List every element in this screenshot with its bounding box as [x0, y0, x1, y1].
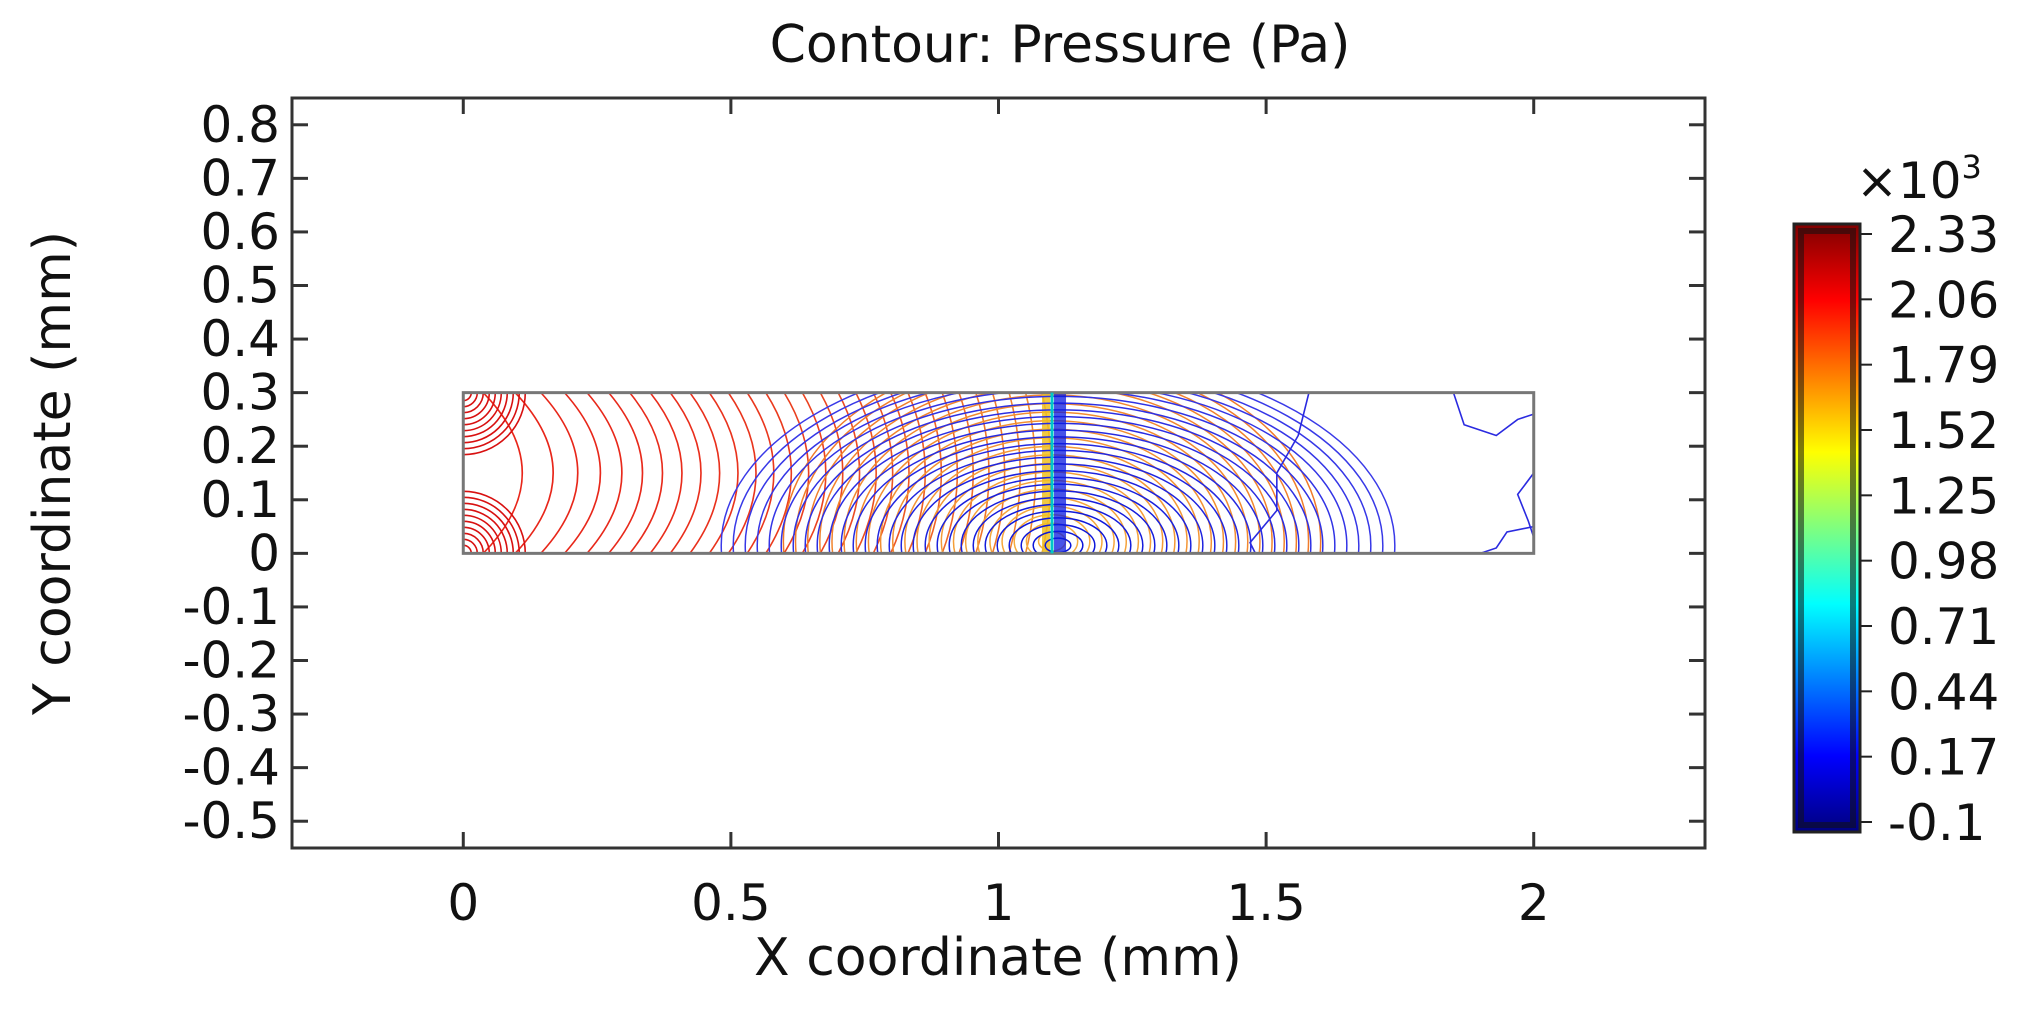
- y-tick-label: 0.8: [200, 96, 280, 154]
- y-tick-label: 0.2: [200, 417, 280, 475]
- contour-lines: [463, 392, 1534, 554]
- contour-line-high: [855, 392, 877, 554]
- contour-line-high: [649, 392, 683, 554]
- x-tick-label: 0: [447, 874, 479, 932]
- contour-line-outlet: [1452, 392, 1534, 437]
- contour-line-interface: [794, 392, 1310, 554]
- y-tick-label: 0.5: [200, 257, 280, 315]
- contour-line-high: [563, 392, 602, 554]
- y-tick-label: 0.4: [200, 310, 280, 368]
- contour-line-high: [765, 392, 793, 554]
- contour-corner-top: [463, 392, 479, 408]
- contour-line-high: [586, 392, 623, 554]
- y-tick-label: -0.1: [182, 578, 280, 636]
- contour-line-high: [958, 392, 974, 554]
- chart-title: Contour: Pressure (Pa): [770, 15, 1351, 75]
- contour-corner-bottom: [463, 508, 509, 554]
- colorbar-tick-label: 1.79: [1888, 337, 1999, 395]
- y-tick-label: -0.3: [182, 685, 280, 743]
- interface-band-low: [1054, 392, 1067, 554]
- contour-line-high: [514, 392, 554, 554]
- contour-line-high: [669, 392, 702, 554]
- colorbar-ticks: 2.33 2.06 1.79 1.52 1.25 0.98 0.71 0.44 0.17 -0.1: [1860, 206, 1999, 852]
- colorbar-tick-label: -0.1: [1888, 794, 1986, 852]
- contour-line-interface: [831, 392, 1273, 554]
- contour-line-outlet: [1249, 392, 1310, 554]
- x-tick-label: 1.5: [1226, 874, 1306, 932]
- colorbar-tick-label: 1.52: [1888, 402, 1999, 460]
- y-tick-label: 0.3: [200, 364, 280, 422]
- colorbar-tick-label: 0.71: [1888, 598, 1999, 656]
- contour-corner-top: [463, 392, 491, 420]
- y-tick-label: 0.7: [200, 149, 280, 207]
- y-tick-label: -0.2: [182, 632, 280, 690]
- colorbar-tick-label: 2.06: [1888, 271, 1999, 329]
- colorbar-tick-label: 1.25: [1888, 467, 1999, 525]
- y-tick-label: -0.5: [182, 792, 280, 850]
- contour-line-high: [608, 392, 644, 554]
- contour-line-high: [708, 392, 739, 554]
- colorbar: ×103 2.33 2.06 1.79 1.52 1.25 0.98 0.71 0.44 0.1…: [1792, 148, 1999, 852]
- contour-corner-bottom: [463, 502, 515, 554]
- y-axis-label: Y coordinate (mm): [23, 231, 83, 716]
- interface-band-high: [1042, 392, 1051, 554]
- contour-line-high: [689, 392, 721, 554]
- contour-corner-top: [463, 392, 527, 456]
- contour-line-outlet: [1516, 472, 1534, 538]
- contour-corner-top: [463, 392, 521, 450]
- colorbar-frame-inner: [1798, 228, 1856, 828]
- contour-corner-bottom: [463, 526, 491, 554]
- contour-line-high: [629, 392, 664, 554]
- contour-corner-top: [463, 392, 485, 414]
- y-tick-label: 0: [248, 524, 280, 582]
- colorbar-exponent: 3: [1962, 148, 1982, 186]
- contour-line-high: [727, 392, 757, 554]
- contour-corner-top: [463, 392, 497, 426]
- contour-corner-bottom: [463, 520, 497, 554]
- contour-corner-bottom: [463, 532, 485, 554]
- contour-line-low: [720, 392, 1396, 554]
- colorbar-tick-label: 0.44: [1888, 663, 1999, 721]
- y-tick-label: 0.1: [200, 471, 280, 529]
- contour-line-high: [482, 392, 523, 554]
- contour-line-interface: [819, 392, 1285, 554]
- contour-corner-top: [463, 392, 509, 438]
- contour-corner-bottom: [463, 496, 521, 554]
- x-axis-label: X coordinate (mm): [754, 928, 1242, 988]
- colorbar-tick-label: 0.17: [1888, 729, 1999, 787]
- contour-line-high: [889, 392, 910, 554]
- contour-line-high: [540, 392, 579, 554]
- colorbar-tick-label: 2.33: [1888, 206, 1999, 264]
- x-tick-label: 1: [983, 874, 1015, 932]
- domain-boundary: [461, 391, 1536, 555]
- contour-line-high: [975, 392, 990, 554]
- contour-line-outlet: [1479, 525, 1534, 554]
- contour-line-high: [837, 392, 861, 554]
- x-tick-label: 2: [1518, 874, 1550, 932]
- contour-line-high: [991, 392, 1006, 554]
- contour-line-low: [756, 392, 1360, 554]
- colorbar-multiplier: ×103: [1856, 148, 1982, 210]
- contour-corner-top: [463, 392, 515, 444]
- contour-corner-bottom: [463, 514, 503, 554]
- contour-line-low: [744, 392, 1372, 554]
- contour-line-low: [768, 392, 1348, 554]
- contour-line-interface: [782, 392, 1322, 554]
- x-tick-label: 0.5: [691, 874, 771, 932]
- contour-corner-bottom: [463, 538, 479, 554]
- contour-line-interface: [806, 392, 1298, 554]
- y-tick-label: 0.6: [200, 203, 280, 261]
- y-axis-ticks: 0.80.70.60.50.40.30.20.10-0.1-0.2-0.3-0.…: [182, 96, 1705, 850]
- x-axis-ticks: 0 0.5 1 1.5 2: [447, 98, 1550, 932]
- colorbar-tick-label: 0.98: [1888, 533, 1999, 591]
- y-tick-label: -0.4: [182, 739, 280, 797]
- contour-line-low: [732, 392, 1384, 554]
- contour-corner-top: [463, 392, 503, 432]
- contour-line-low: [780, 392, 1336, 554]
- colorbar-fill: [1792, 222, 1862, 834]
- contour-corner-bottom: [463, 490, 527, 554]
